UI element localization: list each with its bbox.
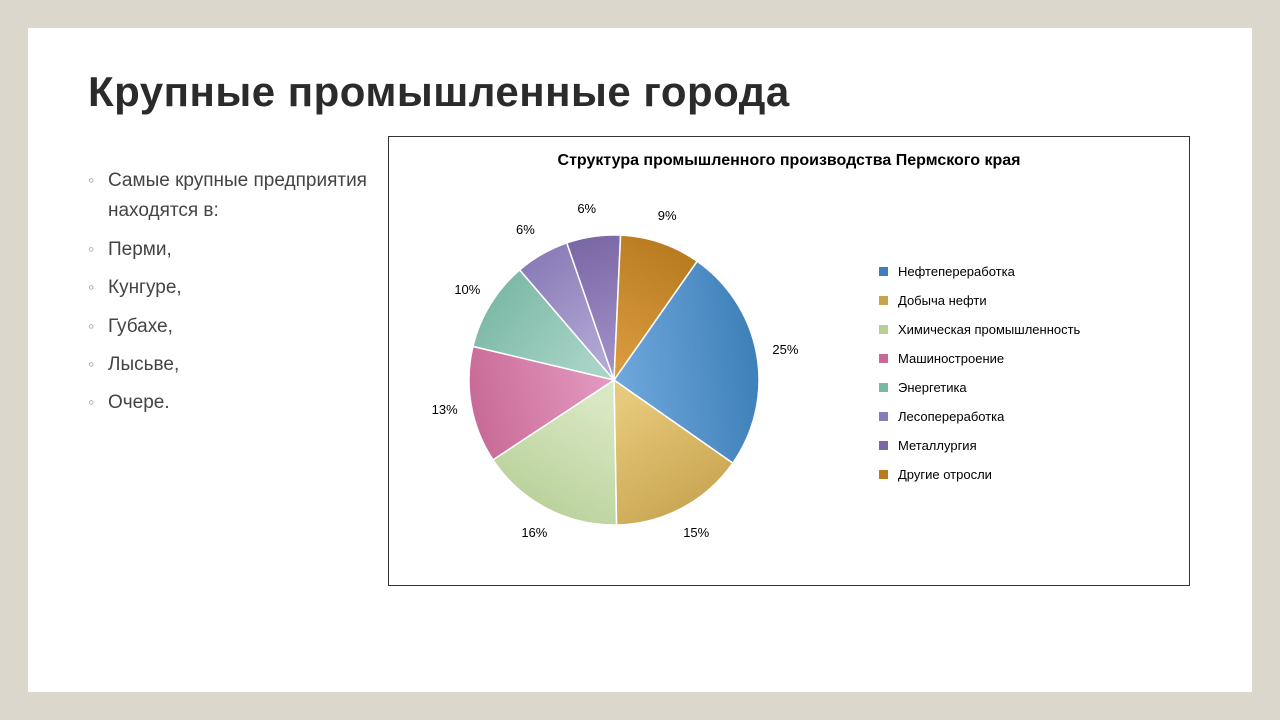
bullet-item: Кунгуре, xyxy=(88,273,388,303)
slide: Крупные промышленные города Самые крупны… xyxy=(0,0,1280,720)
legend-swatch xyxy=(879,267,888,276)
legend-item: Машиностроение xyxy=(879,351,1179,366)
legend-item: Нефтепереработка xyxy=(879,264,1179,279)
slide-card: Крупные промышленные города Самые крупны… xyxy=(28,28,1252,692)
chart-body: 25%15%16%13%10%6%6%9% Нефтепереработка До… xyxy=(399,190,1179,570)
legend-label: Машиностроение xyxy=(898,351,1004,366)
legend-label: Другие отросли xyxy=(898,467,992,482)
bullet-item: Самые крупные предприятия находятся в: xyxy=(88,166,388,227)
legend-label: Добыча нефти xyxy=(898,293,987,308)
legend-label: Нефтепереработка xyxy=(898,264,1015,279)
legend-item: Лесопереработка xyxy=(879,409,1179,424)
bullet-item: Лысьве, xyxy=(88,350,388,380)
legend-swatch xyxy=(879,441,888,450)
pie-chart: 25%15%16%13%10%6%6%9% xyxy=(399,190,829,570)
chart-legend: Нефтепереработка Добыча нефти Химическая п… xyxy=(879,264,1179,496)
bullet-item: Очере. xyxy=(88,388,388,418)
slide-title: Крупные промышленные города xyxy=(88,68,1192,116)
bullet-item: Перми, xyxy=(88,235,388,265)
legend-label: Энергетика xyxy=(898,380,967,395)
content-row: Самые крупные предприятия находятся в: Пе… xyxy=(88,136,1192,586)
pie-svg xyxy=(389,180,839,580)
legend-label: Металлургия xyxy=(898,438,977,453)
legend-swatch xyxy=(879,470,888,479)
legend-item: Энергетика xyxy=(879,380,1179,395)
legend-label: Лесопереработка xyxy=(898,409,1004,424)
legend-swatch xyxy=(879,296,888,305)
legend-swatch xyxy=(879,354,888,363)
legend-swatch xyxy=(879,383,888,392)
legend-item: Металлургия xyxy=(879,438,1179,453)
bullet-list: Самые крупные предприятия находятся в: Пе… xyxy=(88,136,388,427)
chart-frame: Структура промышленного производства Пер… xyxy=(388,136,1190,586)
legend-item: Добыча нефти xyxy=(879,293,1179,308)
legend-item: Другие отросли xyxy=(879,467,1179,482)
legend-item: Химическая промышленность xyxy=(879,322,1179,337)
bullet-item: Губахе, xyxy=(88,312,388,342)
legend-swatch xyxy=(879,412,888,421)
legend-swatch xyxy=(879,325,888,334)
chart-title: Структура промышленного производства Пер… xyxy=(399,152,1179,170)
legend-label: Химическая промышленность xyxy=(898,322,1080,337)
